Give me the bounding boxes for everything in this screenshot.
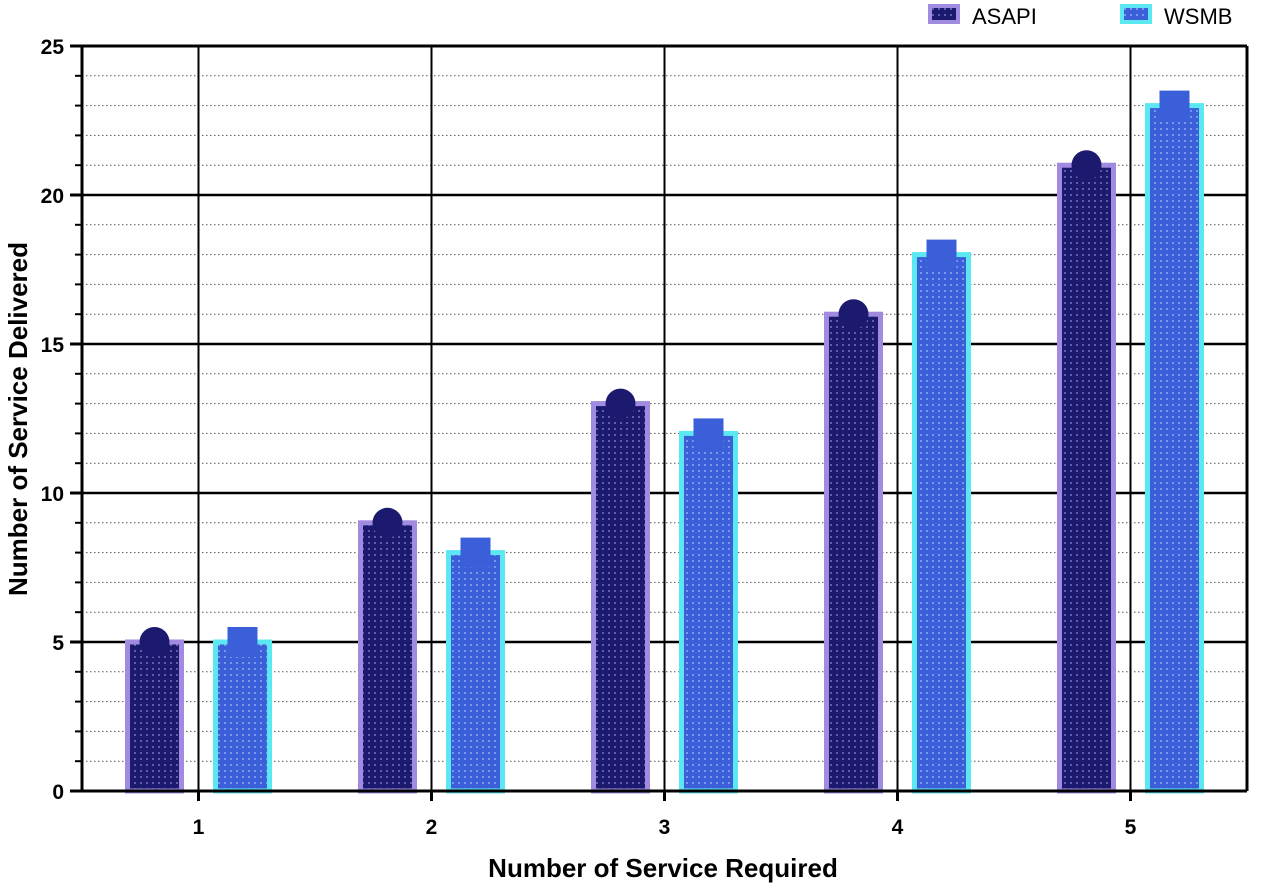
point-wsmb <box>227 627 258 657</box>
point-asapi <box>1071 150 1102 181</box>
legend: ASAPI WSMB <box>928 4 1232 29</box>
x-tick-label: 2 <box>426 816 438 839</box>
point-wsmb <box>926 239 957 270</box>
point-asapi <box>139 627 170 657</box>
point-wsmb <box>693 418 724 449</box>
legend-swatch-wsmb <box>1120 4 1152 24</box>
bar-asapi <box>358 520 417 794</box>
bar-asapi <box>125 639 184 794</box>
bar-wsmb <box>213 639 272 794</box>
y-tick-label: 20 <box>41 185 64 208</box>
legend-label-asapi: ASAPI <box>972 4 1037 29</box>
bars-group <box>125 90 1204 794</box>
point-wsmb <box>460 537 491 568</box>
bar-asapi <box>824 311 883 794</box>
bar-wsmb <box>679 430 738 794</box>
x-tick-label: 3 <box>659 816 671 839</box>
y-axis-title: Number of Service Delivered <box>3 242 33 596</box>
y-tick-label: 15 <box>41 334 65 357</box>
point-asapi <box>372 507 403 538</box>
point-asapi <box>605 388 636 419</box>
legend-label-wsmb: WSMB <box>1164 4 1232 29</box>
bar-wsmb <box>1145 103 1204 794</box>
x-axis-title: Number of Service Required <box>488 853 838 883</box>
x-tick-label: 4 <box>892 816 904 839</box>
x-tick-label: 5 <box>1125 816 1137 839</box>
x-tick-label: 1 <box>193 816 205 839</box>
bar-asapi <box>1057 162 1116 794</box>
axes-group: 0 5 10 15 20 25 1 2 3 4 5 <box>41 36 1249 839</box>
bar-asapi <box>591 401 650 794</box>
y-tick-label: 5 <box>52 632 64 655</box>
legend-swatch-asapi <box>928 4 960 24</box>
bar-wsmb <box>912 252 971 794</box>
point-wsmb <box>1159 90 1190 121</box>
y-tick-label: 10 <box>41 483 64 506</box>
y-tick-label: 0 <box>52 781 64 804</box>
bar-wsmb <box>446 550 505 794</box>
y-tick-label: 25 <box>41 36 65 59</box>
point-asapi <box>838 299 869 330</box>
